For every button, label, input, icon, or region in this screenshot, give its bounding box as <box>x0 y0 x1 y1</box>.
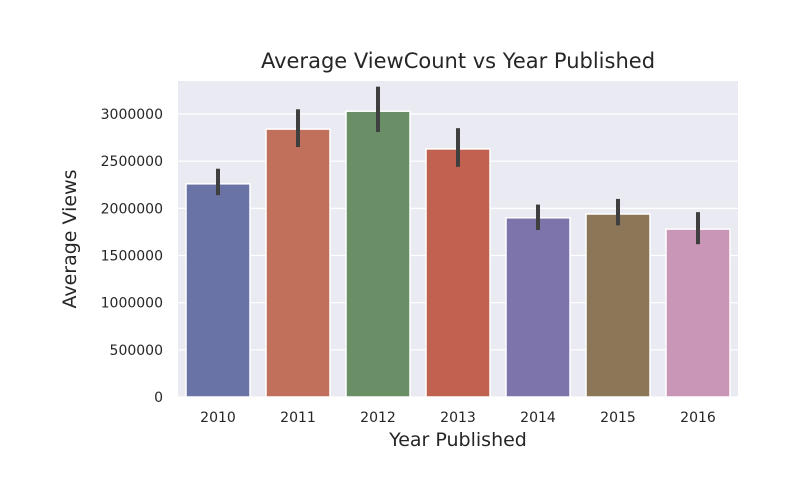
y-tick-label: 1500000 <box>101 249 163 265</box>
y-tick-label: 0 <box>154 390 163 406</box>
y-tick-label: 2500000 <box>101 154 163 170</box>
y-tick-label: 500000 <box>110 343 163 359</box>
bars <box>185 110 731 398</box>
x-tick-labels: 2010 2011 2012 2013 2014 2015 2016 <box>200 410 716 426</box>
bar-2011 <box>265 128 331 398</box>
bar-2013 <box>425 148 491 398</box>
y-tick-labels: 0 500000 1000000 1500000 2000000 2500000 30000… <box>101 107 163 406</box>
y-axis-label: Average Views <box>59 169 81 308</box>
y-tick-label: 2000000 <box>101 201 163 217</box>
bar-2010 <box>185 183 251 398</box>
bar-2015 <box>585 213 651 398</box>
bar-2016 <box>665 228 731 398</box>
y-tick-label: 1000000 <box>101 296 163 312</box>
x-tick-label: 2014 <box>520 410 556 426</box>
x-tick-label: 2010 <box>200 410 236 426</box>
x-tick-label: 2015 <box>600 410 636 426</box>
bar-2014 <box>505 217 571 398</box>
x-tick-label: 2012 <box>360 410 396 426</box>
error-bars <box>216 86 700 245</box>
x-tick-label: 2016 <box>680 410 716 426</box>
bar-2012 <box>345 110 411 398</box>
x-tick-label: 2011 <box>280 410 316 426</box>
x-tick-label: 2013 <box>440 410 476 426</box>
y-tick-label: 3000000 <box>101 107 163 123</box>
chart-title: Average ViewCount vs Year Published <box>261 49 655 73</box>
x-axis-label: Year Published <box>388 429 527 451</box>
